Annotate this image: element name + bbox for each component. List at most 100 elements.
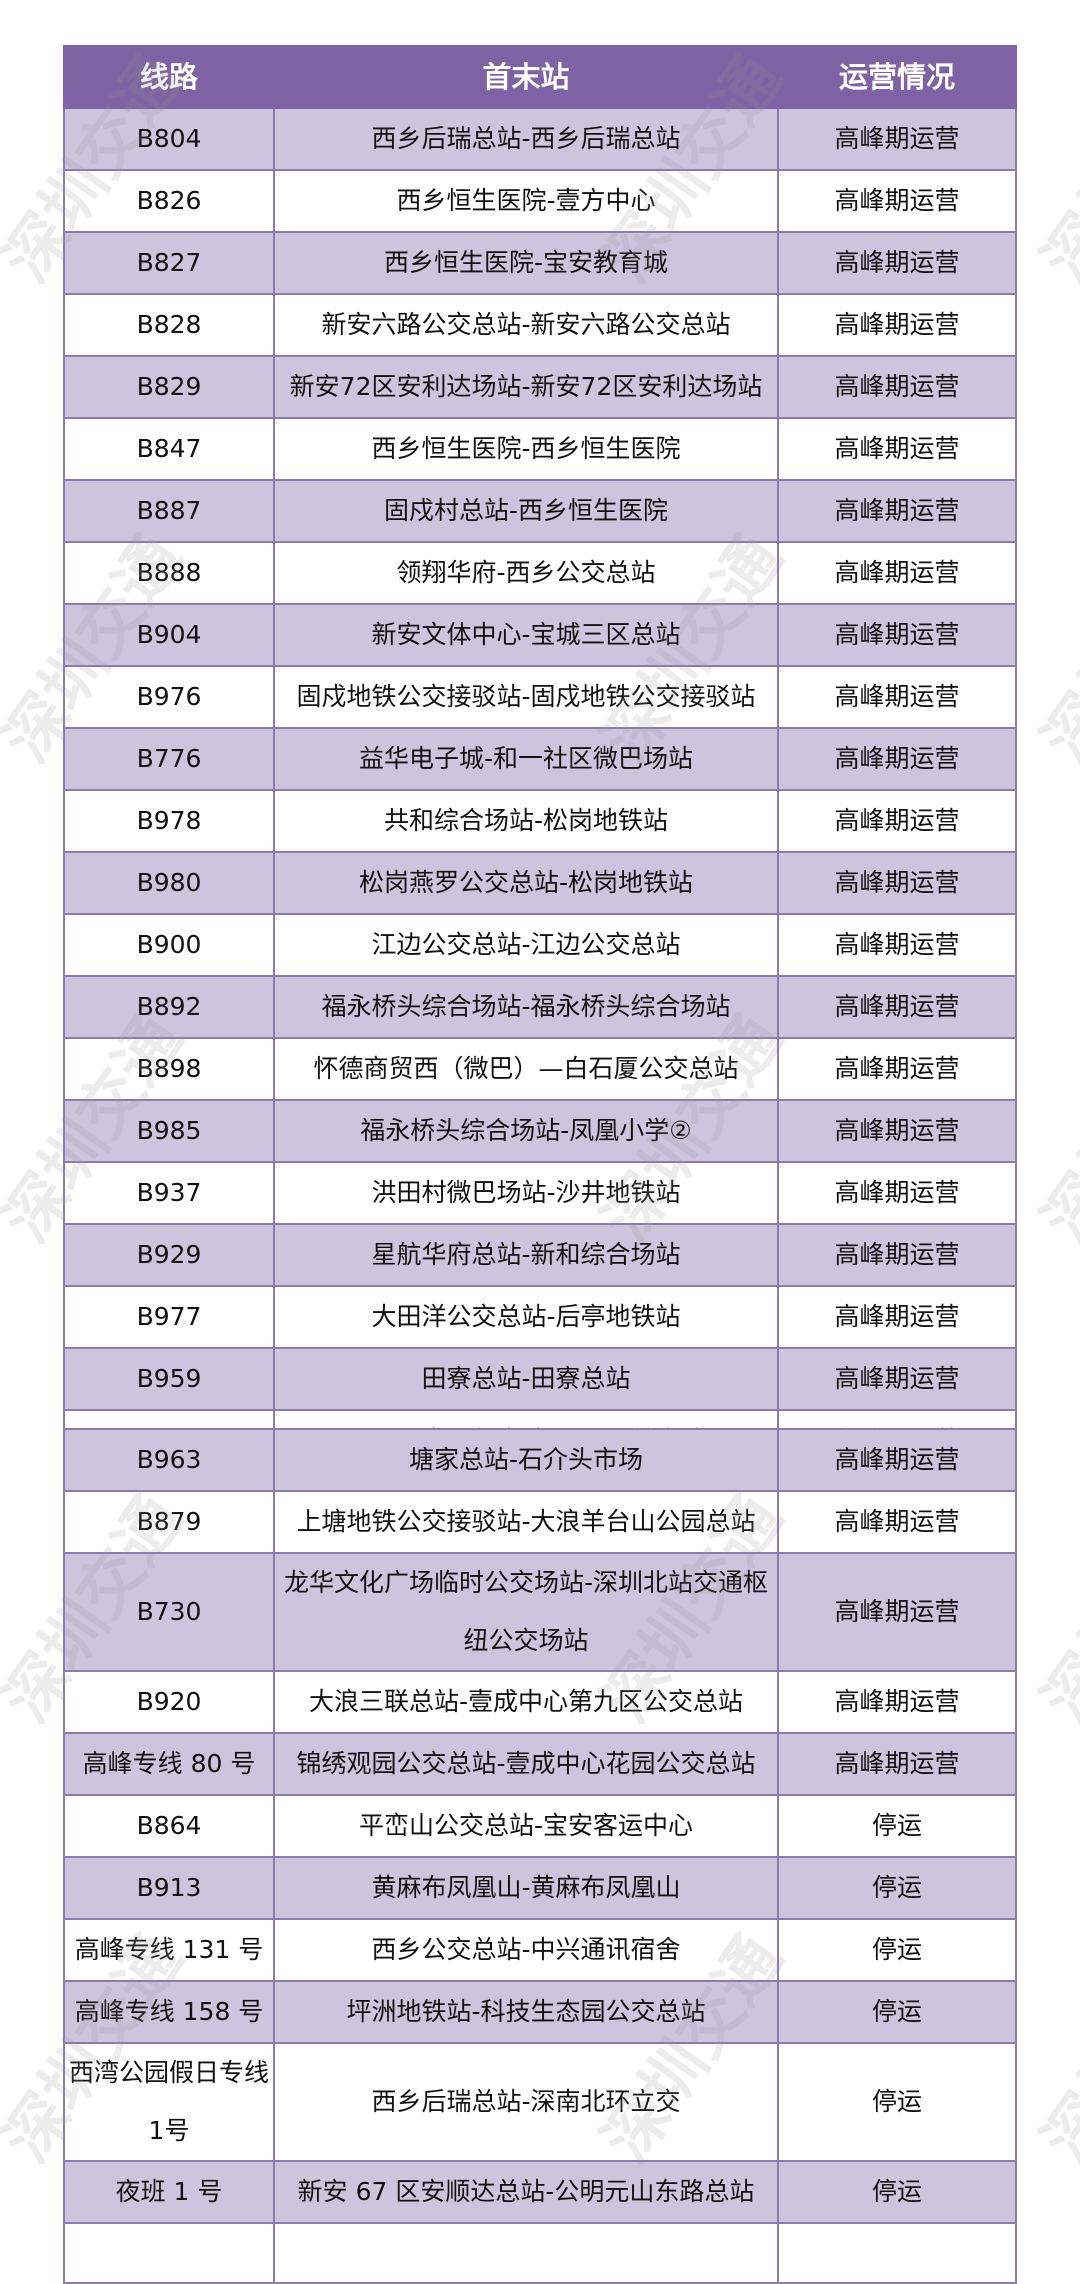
table-row <box>63 2222 1017 2284</box>
stations-cell: 西乡后瑞总站-深南北环立交 <box>273 2042 779 2162</box>
table-row: B929 星航华府总站-新和综合场站 高峰期运营 <box>63 1223 1017 1287</box>
route-cell: B879 <box>63 1490 275 1554</box>
status-cell: 高峰期运营 <box>777 1552 1017 1672</box>
table-row: B978 共和综合场站-松岗地铁站 高峰期运营 <box>63 789 1017 853</box>
route-cell: B937 <box>63 1161 275 1225</box>
status-cell: 高峰期运营 <box>777 975 1017 1039</box>
route-cell <box>63 2222 275 2284</box>
table-row: B864 平峦山公交总站-宝安客运中心 停运 <box>63 1794 1017 1858</box>
table-row: B977 大田洋公交总站-后亭地铁站 高峰期运营 <box>63 1285 1017 1349</box>
status-cell: 停运 <box>777 1794 1017 1858</box>
table-row: B730 龙华文化广场临时公交场站-深圳北站交通枢纽公交场站 高峰期运营 <box>63 1552 1017 1672</box>
table-row: B887 固戍村总站-西乡恒生医院 高峰期运营 <box>63 479 1017 543</box>
status-cell: 停运 <box>777 2042 1017 2162</box>
route-cell: B898 <box>63 1037 275 1101</box>
table-header: 线路 首末站 运营情况 <box>63 45 1017 109</box>
stations-cell: 大田洋公交总站-后亭地铁站 <box>273 1285 779 1349</box>
table-row: B826 西乡恒生医院-壹方中心 高峰期运营 <box>63 169 1017 233</box>
status-cell: 高峰期运营 <box>777 1223 1017 1287</box>
table-row: 高峰专线 131 号西乡公交总站-中兴通讯宿舍 停运 <box>63 1918 1017 1982</box>
route-cell: 高峰专线 131 号 <box>63 1918 275 1982</box>
status-cell: 高峰期运营 <box>777 1099 1017 1163</box>
status-cell: 停运 <box>777 1856 1017 1920</box>
table-row: B879 上塘地铁公交接驳站-大浪羊台山公园总站 高峰期运营 <box>63 1490 1017 1554</box>
table-row: B828 新安六路公交总站-新安六路公交总站 高峰期运营 <box>63 293 1017 357</box>
status-cell: 高峰期运营 <box>777 293 1017 357</box>
stations-cell: 江边公交总站-江边公交总站 <box>273 913 779 977</box>
stations-cell: 西乡后瑞总站-西乡后瑞总站 <box>273 107 779 171</box>
stations-cell: 怀德商贸西（微巴）—白石厦公交总站 <box>273 1037 779 1101</box>
status-cell: 高峰期运营 <box>777 1347 1017 1411</box>
stations-cell: 领翔华府-西乡公交总站 <box>273 541 779 605</box>
route-cell: B904 <box>63 603 275 667</box>
status-cell: 高峰期运营 <box>777 1285 1017 1349</box>
route-cell: B929 <box>63 1223 275 1287</box>
status-cell <box>777 2222 1017 2284</box>
status-cell: 高峰期运营 <box>777 1161 1017 1225</box>
status-cell: 高峰期运营 <box>777 913 1017 977</box>
status-cell: 高峰期运营 <box>777 169 1017 233</box>
status-cell: 高峰期运营 <box>777 1428 1017 1492</box>
stations-cell: 坪洲地铁站-科技生态园公交总站 <box>273 1980 779 2044</box>
status-cell: 停运 <box>777 1918 1017 1982</box>
stations-cell: 塘家总站-石介头市场 <box>273 1428 779 1492</box>
header-status: 运营情况 <box>777 45 1017 109</box>
stations-cell <box>273 2222 779 2284</box>
status-cell: 高峰期运营 <box>777 603 1017 667</box>
stations-cell: 新安 67 区安顺达总站-公明元山东路总站 <box>273 2160 779 2224</box>
stations-cell: 龙华文化广场临时公交场站-深圳北站交通枢纽公交场站 <box>273 1552 779 1672</box>
watermark: 深圳交通 <box>1029 1483 1080 1736</box>
status-cell: 高峰期运营 <box>777 1037 1017 1101</box>
stations-cell: 固戍村总站-西乡恒生医院 <box>273 479 779 543</box>
status-cell: 高峰期运营 <box>777 1732 1017 1796</box>
status-cell: 高峰期运营 <box>777 1490 1017 1554</box>
table-row: B804 西乡后瑞总站-西乡后瑞总站 高峰期运营 <box>63 107 1017 171</box>
route-cell: B980 <box>63 851 275 915</box>
stations-cell: 福永桥头综合场站-凤凰小学② <box>273 1099 779 1163</box>
table-row: B898 怀德商贸西（微巴）—白石厦公交总站 高峰期运营 <box>63 1037 1017 1101</box>
route-cell: B887 <box>63 479 275 543</box>
route-cell: B804 <box>63 107 275 171</box>
status-cell: 高峰期运营 <box>777 107 1017 171</box>
table-row: B976 固戍地铁公交接驳站-固戍地铁公交接驳站 高峰期运营 <box>63 665 1017 729</box>
header-route: 线路 <box>63 45 275 109</box>
table-row: B985 福永桥头综合场站-凤凰小学② 高峰期运营 <box>63 1099 1017 1163</box>
route-cell: B828 <box>63 293 275 357</box>
status-cell: 高峰期运营 <box>777 665 1017 729</box>
route-cell: B959 <box>63 1347 275 1411</box>
route-cell: B776 <box>63 727 275 791</box>
route-cell: B920 <box>63 1670 275 1734</box>
stations-cell: 松岗燕罗公交总站-松岗地铁站 <box>273 851 779 915</box>
route-cell: B985 <box>63 1099 275 1163</box>
route-cell: B976 <box>63 665 275 729</box>
status-cell: 高峰期运营 <box>777 1670 1017 1734</box>
status-cell: 高峰期运营 <box>777 541 1017 605</box>
table-row: B937 洪田村微巴场站-沙井地铁站 高峰期运营 <box>63 1161 1017 1225</box>
route-cell: 高峰专线 158 号 <box>63 1980 275 2044</box>
table-row: B776 益华电子城-和一社区微巴场站 高峰期运营 <box>63 727 1017 791</box>
table-row: B827 西乡恒生医院-宝安教育城 高峰期运营 <box>63 231 1017 295</box>
route-cell: B826 <box>63 169 275 233</box>
stations-cell: 西乡公交总站-中兴通讯宿舍 <box>273 1918 779 1982</box>
stations-cell: 西乡恒生医院-壹方中心 <box>273 169 779 233</box>
route-cell: B827 <box>63 231 275 295</box>
route-cell: 西湾公园假日专线 1号 <box>63 2042 275 2162</box>
stations-cell: 福永桥头综合场站-福永桥头综合场站 <box>273 975 779 1039</box>
status-cell: 高峰期运营 <box>777 355 1017 419</box>
stations-cell: 新安文体中心-宝城三区总站 <box>273 603 779 667</box>
table-row: B963 塘家总站-石介头市场 高峰期运营 <box>63 1428 1017 1492</box>
table-row: 夜班 1 号新安 67 区安顺达总站-公明元山东路总站 停运 <box>63 2160 1017 2224</box>
route-cell: B977 <box>63 1285 275 1349</box>
stations-cell: 新安六路公交总站-新安六路公交总站 <box>273 293 779 357</box>
status-cell: 高峰期运营 <box>777 789 1017 853</box>
status-cell: 高峰期运营 <box>777 417 1017 481</box>
stations-cell: 平峦山公交总站-宝安客运中心 <box>273 1794 779 1858</box>
table-row: B829 新安72区安利达场站-新安72区安利达场站 高峰期运营 <box>63 355 1017 419</box>
route-cell: B978 <box>63 789 275 853</box>
route-cell: B963 <box>63 1428 275 1492</box>
status-cell: 停运 <box>777 2160 1017 2224</box>
table-row: B847 西乡恒生医院-西乡恒生医院 高峰期运营 <box>63 417 1017 481</box>
table-row: B980 松岗燕罗公交总站-松岗地铁站 高峰期运营 <box>63 851 1017 915</box>
status-cell: 高峰期运营 <box>777 851 1017 915</box>
table-row: B888 领翔华府-西乡公交总站 高峰期运营 <box>63 541 1017 605</box>
